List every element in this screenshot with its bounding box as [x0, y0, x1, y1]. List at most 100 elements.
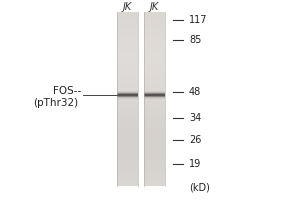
Bar [117, 82, 138, 85]
Bar [117, 154, 138, 157]
Bar [117, 21, 138, 24]
Bar [144, 58, 165, 61]
Text: (kD): (kD) [189, 183, 210, 193]
Bar [117, 26, 138, 29]
Bar [144, 53, 165, 55]
Bar [144, 134, 165, 137]
Bar [144, 32, 165, 35]
Bar [117, 145, 138, 148]
Text: JK: JK [123, 2, 132, 12]
Bar [117, 29, 138, 32]
Bar [117, 166, 138, 169]
Bar [117, 95, 138, 96]
Bar [117, 24, 138, 26]
Bar [144, 70, 165, 73]
Bar [117, 174, 138, 177]
Text: FOS--: FOS-- [53, 86, 81, 96]
Bar [144, 95, 165, 96]
Bar [144, 94, 165, 95]
Bar [144, 157, 165, 160]
Bar [144, 44, 165, 47]
Bar [117, 47, 138, 50]
Bar [117, 137, 138, 140]
Bar [144, 82, 165, 85]
Bar [117, 55, 138, 58]
Bar [117, 116, 138, 119]
Text: 34: 34 [189, 113, 201, 123]
Bar [117, 143, 138, 145]
Text: JK: JK [150, 2, 159, 12]
Bar [144, 93, 165, 96]
Bar [117, 93, 138, 96]
Bar [144, 174, 165, 177]
Bar [144, 128, 165, 131]
Bar [144, 180, 165, 183]
Bar [144, 64, 165, 67]
Bar [144, 111, 165, 114]
Bar [117, 134, 138, 137]
Bar [117, 38, 138, 41]
Bar [117, 97, 138, 98]
Bar [144, 21, 165, 24]
Bar [144, 160, 165, 163]
Bar [117, 53, 138, 55]
Bar [144, 166, 165, 169]
Bar [144, 79, 165, 82]
Bar [144, 15, 165, 18]
Bar [144, 96, 165, 97]
Bar [144, 151, 165, 154]
Text: (pThr32): (pThr32) [33, 98, 78, 108]
Bar [144, 122, 165, 125]
Bar [144, 93, 165, 94]
Bar [144, 140, 165, 143]
Bar [144, 38, 165, 41]
Bar [144, 99, 165, 102]
Bar [117, 18, 138, 21]
Bar [117, 96, 138, 99]
Bar [117, 151, 138, 154]
Bar [144, 148, 165, 151]
Bar [117, 169, 138, 172]
Bar [144, 47, 165, 50]
Bar [117, 87, 138, 90]
Bar [144, 73, 165, 76]
Bar [144, 85, 165, 87]
Bar [117, 105, 138, 108]
Bar [117, 79, 138, 82]
Bar [117, 94, 138, 95]
Bar [117, 91, 138, 92]
Bar [144, 163, 165, 166]
Bar [144, 116, 165, 119]
Bar [117, 125, 138, 128]
Bar [117, 50, 138, 53]
Bar [117, 98, 138, 99]
Bar [117, 90, 138, 93]
Bar [144, 50, 165, 53]
Bar [144, 18, 165, 21]
Bar [144, 55, 165, 58]
Bar [144, 108, 165, 111]
Bar [144, 114, 165, 116]
Bar [117, 92, 138, 93]
Bar [144, 183, 165, 186]
Bar [117, 64, 138, 67]
Bar [144, 137, 165, 140]
Bar [117, 99, 138, 102]
Bar [144, 96, 165, 99]
Bar [117, 58, 138, 61]
Text: 117: 117 [189, 15, 208, 25]
Bar [117, 96, 138, 97]
Bar [144, 92, 165, 93]
Bar [117, 122, 138, 125]
Bar [144, 12, 165, 15]
Bar [117, 67, 138, 70]
Bar [144, 102, 165, 105]
Bar [117, 61, 138, 64]
Bar [117, 119, 138, 122]
Bar [117, 180, 138, 183]
Bar [144, 24, 165, 26]
Bar [117, 111, 138, 114]
Bar [117, 32, 138, 35]
Bar [144, 91, 165, 92]
Bar [144, 67, 165, 70]
